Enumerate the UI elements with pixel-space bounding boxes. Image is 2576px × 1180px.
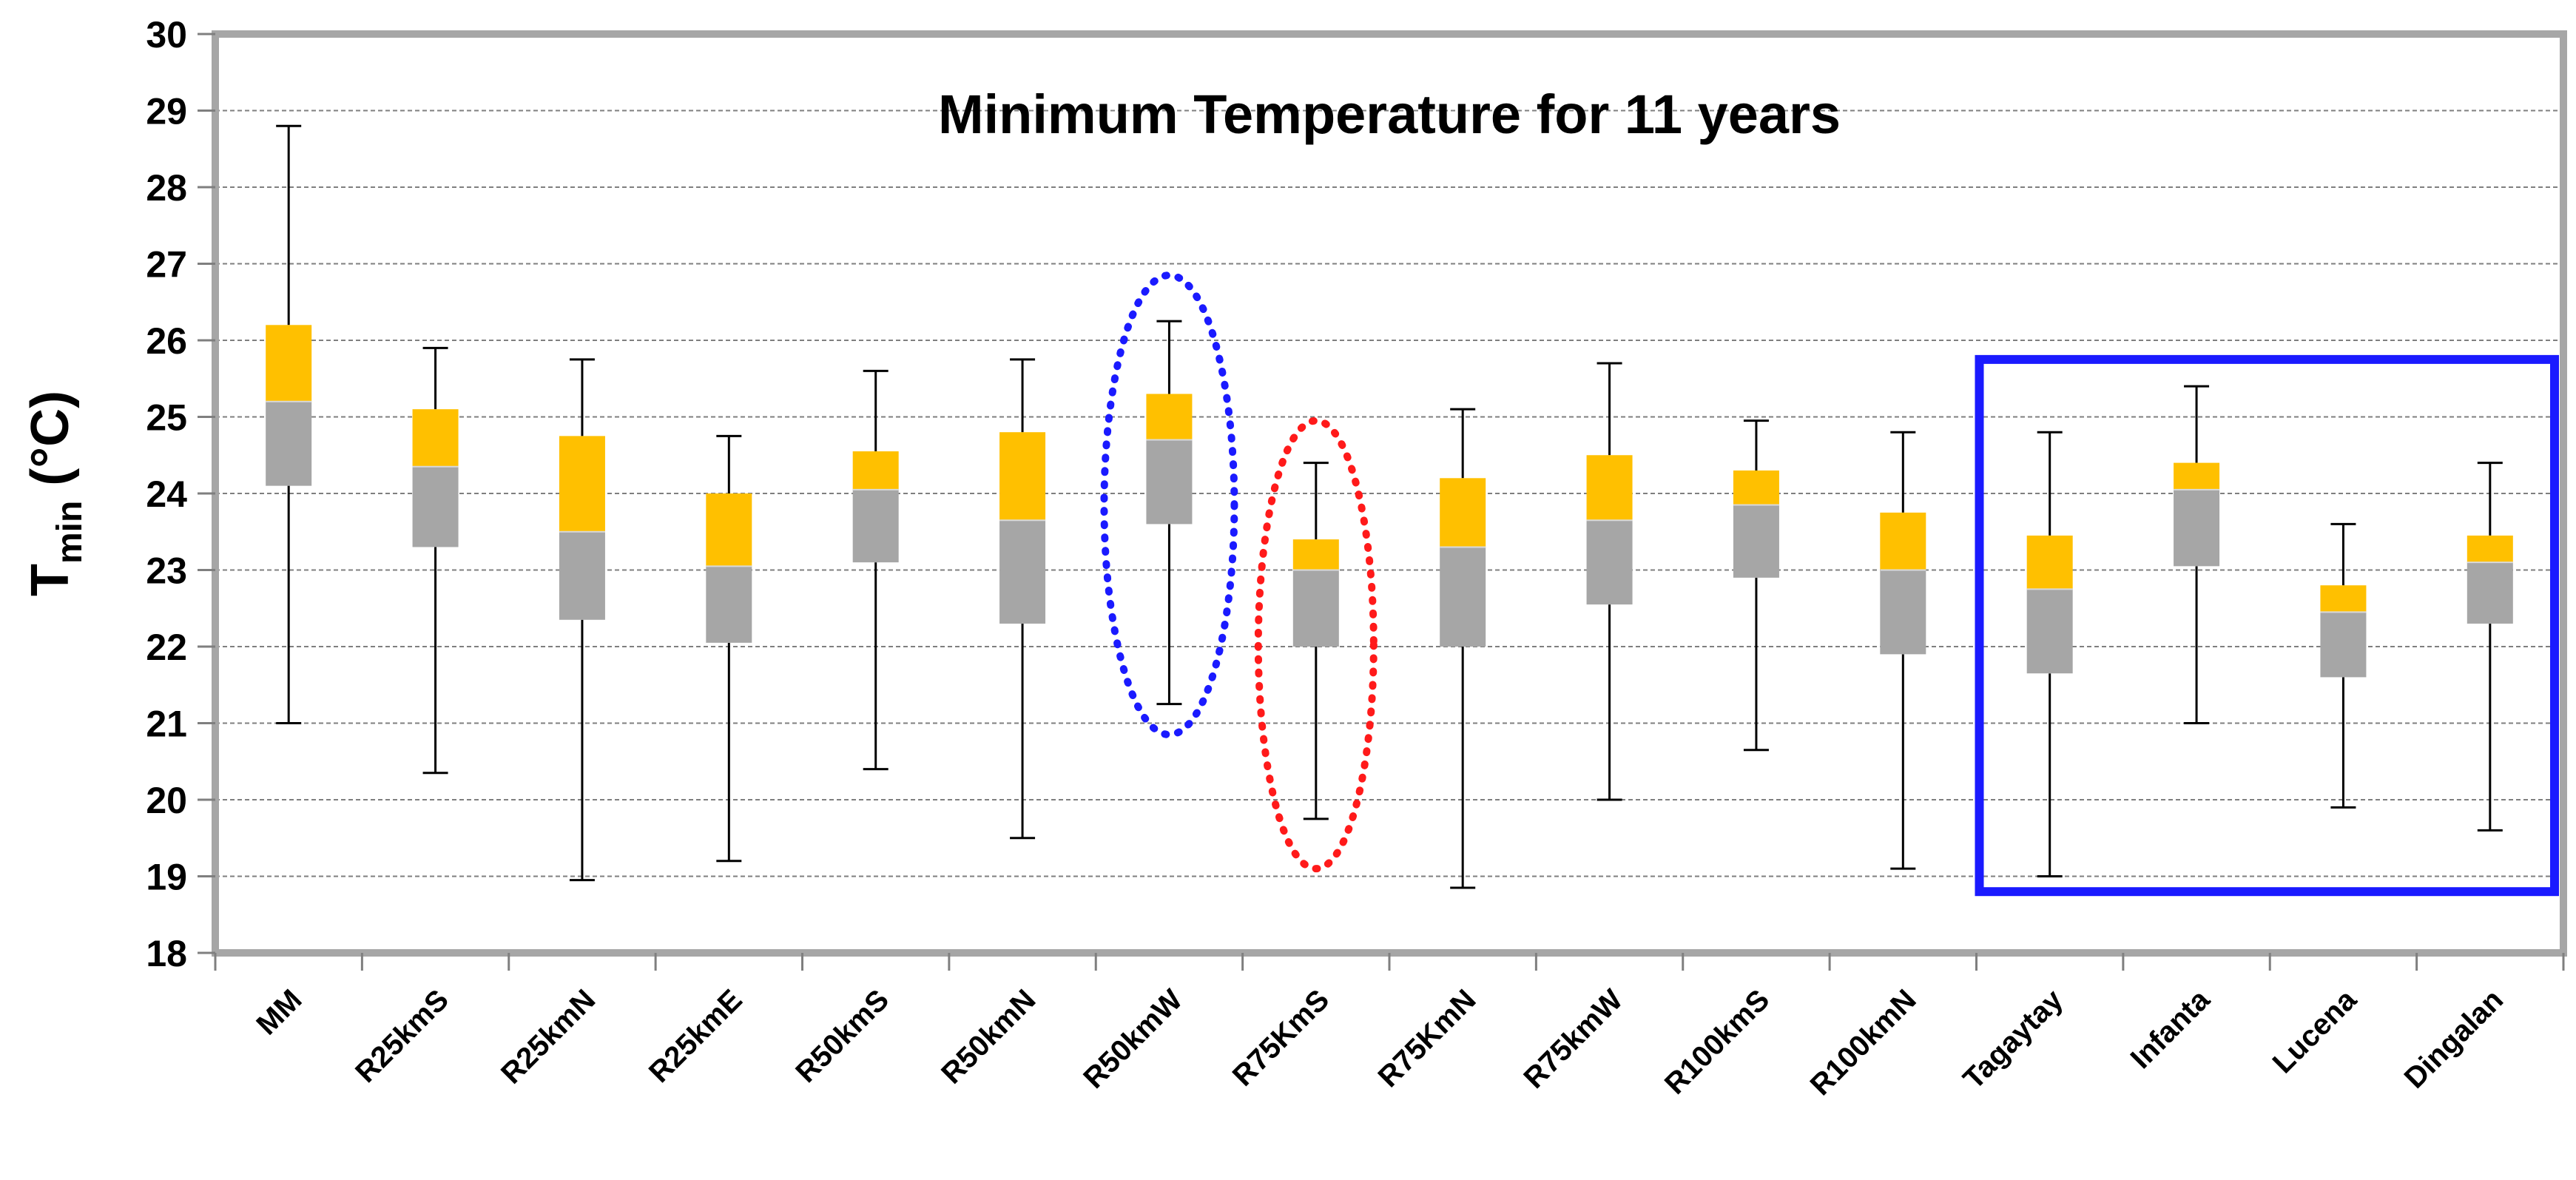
x-label-r25kme: R25kmE	[643, 983, 749, 1089]
box-upper-dingalan	[2467, 535, 2513, 563]
x-label-r50kmw: R50kmW	[1077, 983, 1189, 1095]
x-label-r25kmn: R25kmN	[495, 983, 601, 1090]
x-label-r75kmn: R75KmN	[1372, 983, 1483, 1093]
box-lower-r50kmn	[999, 520, 1046, 624]
box-tagaytay	[2026, 431, 2073, 877]
x-label-infanta: Infanta	[2125, 983, 2216, 1075]
y-tick-label-20: 20	[146, 780, 187, 821]
y-axis-label-unit: (°C)	[21, 391, 80, 501]
box-lower-lucena	[2320, 612, 2367, 678]
x-label-r25kms: R25kmS	[349, 983, 455, 1089]
box-upper-r100kmn	[1880, 512, 1926, 570]
box-r25kme	[706, 434, 752, 863]
grid-layer	[215, 109, 2563, 877]
y-axis-label-main: T	[21, 564, 80, 596]
box-lower-infanta	[2174, 489, 2220, 567]
box-upper-r75kmw	[1586, 455, 1633, 521]
box-dingalan	[2467, 462, 2513, 832]
box-upper-lucena	[2320, 585, 2367, 613]
y-axis-label: Tmin (°C)	[21, 391, 90, 596]
box-lower-r75kms	[1292, 570, 1339, 647]
red-dotted-ellipse	[1254, 417, 1378, 873]
box-upper-infanta	[2174, 462, 2220, 490]
box-lower-r75kmn	[1440, 547, 1486, 647]
box-r75kmw	[1586, 362, 1633, 801]
annotation-layer	[1100, 272, 2559, 897]
box-lower-r50kms	[852, 489, 899, 563]
box-upper-r50kmn	[999, 432, 1046, 521]
box-r25kms	[412, 346, 459, 775]
box-upper-r25kmn	[559, 436, 605, 532]
box-r75kms	[1292, 462, 1339, 820]
box-lower-r25kms	[412, 466, 459, 547]
y-tick-label-21: 21	[146, 704, 187, 745]
y-tick-label-25: 25	[146, 397, 187, 439]
box-r25kmn	[559, 358, 605, 882]
y-tick-label-29: 29	[146, 91, 187, 132]
x-label-r50kmn: R50kmN	[935, 983, 1042, 1090]
y-tick-label-24: 24	[146, 473, 187, 515]
box-mm	[266, 124, 312, 724]
box-upper-r75kmn	[1440, 478, 1486, 547]
blue-highlight-rectangle	[1975, 354, 2559, 897]
box-r75kmn	[1440, 408, 1486, 889]
box-lower-r75kmw	[1586, 520, 1633, 605]
y-tick-label-26: 26	[146, 320, 187, 362]
box-layer	[266, 124, 2513, 889]
y-tick-label-19: 19	[146, 857, 187, 898]
box-lower-r25kme	[706, 566, 752, 643]
y-axis-label-subscript: min	[50, 501, 90, 564]
box-upper-r25kms	[412, 409, 459, 467]
x-label-r75kms: R75KmS	[1227, 983, 1335, 1092]
x-label-lucena: Lucena	[2267, 983, 2364, 1080]
box-infanta	[2174, 385, 2220, 724]
x-label-dingalan: Dingalan	[2398, 983, 2510, 1095]
y-tick-label-18: 18	[146, 933, 187, 974]
y-tick-label-22: 22	[146, 627, 187, 668]
y-tick-label-28: 28	[146, 167, 187, 209]
x-label-mm: MM	[250, 983, 308, 1041]
box-lower-r100kmn	[1880, 570, 1926, 655]
y-tick-label-23: 23	[146, 550, 187, 592]
box-lucena	[2320, 522, 2367, 809]
y-tick-label-27: 27	[146, 244, 187, 286]
x-label-r100kms: R100kmS	[1659, 983, 1776, 1100]
box-lower-r50kmw	[1146, 439, 1193, 525]
box-r50kms	[852, 369, 899, 771]
box-r50kmw	[1146, 320, 1193, 706]
chart-title: Minimum Temperature for 11 years	[938, 84, 1841, 145]
box-r50kmn	[999, 358, 1046, 840]
box-upper-r50kms	[852, 451, 899, 490]
y-tick-label-30: 30	[146, 14, 187, 55]
box-r100kms	[1733, 419, 1779, 752]
box-lower-tagaytay	[2026, 589, 2073, 674]
box-upper-tagaytay	[2026, 535, 2073, 590]
box-lower-dingalan	[2467, 562, 2513, 624]
box-upper-r75kms	[1292, 539, 1339, 570]
x-label-tagaytay: Tagaytay	[1957, 983, 2069, 1096]
box-upper-r25kme	[706, 493, 752, 567]
box-upper-r100kms	[1733, 470, 1779, 505]
x-label-r75kmw: R75kmW	[1517, 983, 1629, 1095]
box-upper-mm	[266, 325, 312, 402]
blue-dotted-ellipse	[1100, 272, 1238, 739]
box-lower-r25kmn	[559, 531, 605, 620]
box-lower-r100kms	[1733, 505, 1779, 578]
box-lower-mm	[266, 401, 312, 486]
box-upper-r50kmw	[1146, 394, 1193, 440]
box-r100kmn	[1880, 431, 1926, 870]
x-label-r50kms: R50kmS	[789, 983, 895, 1089]
x-label-r100kmn: R100kmN	[1804, 983, 1923, 1102]
